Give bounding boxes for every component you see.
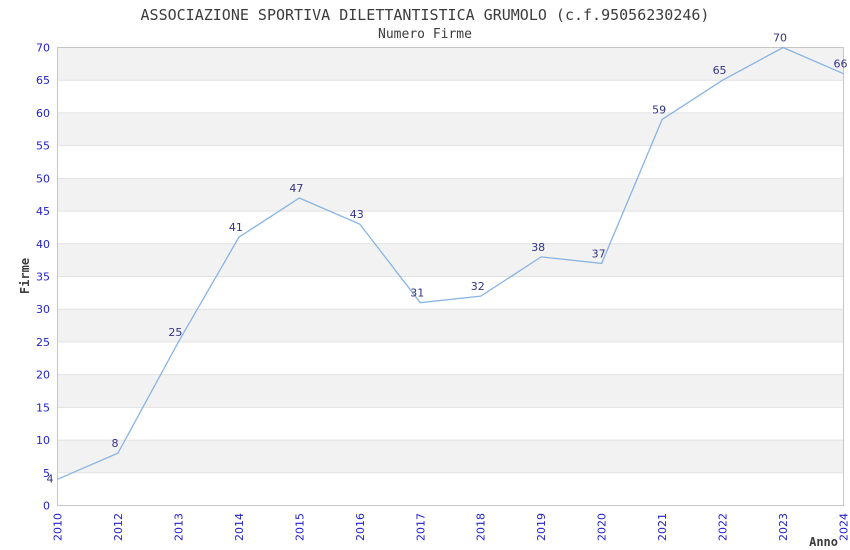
data-label: 38 (531, 241, 545, 254)
x-tick-label: 2023 (777, 513, 790, 541)
plot-band (57, 178, 844, 212)
chart-subtitle: Numero Firme (378, 27, 472, 42)
y-tick-label: 35 (36, 271, 50, 284)
x-tick-label: 2020 (596, 513, 609, 541)
data-label: 65 (713, 64, 727, 77)
data-label: 66 (834, 58, 848, 71)
y-tick-label: 0 (43, 500, 50, 513)
y-tick-label: 25 (36, 336, 50, 349)
plot-band (57, 243, 844, 277)
y-tick-label: 30 (36, 303, 50, 316)
data-labels: 4 8 25 41 47 43 31 32 38 37 59 65 70 66 (47, 32, 848, 486)
plot-band (57, 47, 844, 81)
y-tick-label: 45 (36, 205, 50, 218)
x-tick-label: 2013 (172, 513, 185, 541)
y-tick-label: 65 (36, 74, 50, 87)
plot-bands (57, 47, 844, 473)
y-axis-tick-labels: 0 5 10 15 20 25 30 35 40 45 50 55 60 65 70 (36, 42, 50, 513)
x-tick-label: 2022 (717, 513, 730, 541)
plot-band (57, 374, 844, 408)
x-tick-label: 2015 (293, 513, 306, 541)
data-label: 32 (471, 280, 485, 293)
data-label: 47 (289, 182, 303, 195)
plot-border (57, 47, 844, 506)
chart-title: ASSOCIAZIONE SPORTIVA DILETTANTISTICA GR… (140, 6, 710, 24)
x-tick-label: 2024 (838, 513, 850, 541)
gridlines (57, 79, 844, 474)
y-tick-label: 20 (36, 369, 50, 382)
plot-band (57, 112, 844, 146)
x-tick-label: 2017 (414, 513, 427, 541)
x-tick-label: 2014 (233, 513, 246, 541)
x-tick-label: 2016 (354, 513, 367, 541)
y-tick-label: 10 (36, 434, 50, 447)
data-label: 37 (592, 247, 606, 260)
y-tick-label: 55 (36, 140, 50, 153)
y-tick-label: 60 (36, 107, 50, 120)
data-label: 4 (47, 472, 54, 485)
y-tick-label: 40 (36, 238, 50, 251)
x-tick-label: 2021 (656, 513, 669, 541)
y-tick-label: 50 (36, 172, 50, 185)
y-tick-label: 15 (36, 401, 50, 414)
x-tick-label: 2012 (112, 513, 125, 541)
y-tick-label: 5 (43, 467, 50, 480)
series-line (57, 46, 844, 480)
data-label: 31 (410, 287, 424, 300)
y-axis-title: Firme (18, 258, 32, 294)
data-label: 41 (229, 221, 243, 234)
data-label: 25 (168, 326, 182, 339)
data-label: 43 (350, 208, 364, 221)
data-label: 59 (652, 103, 666, 116)
data-label: 8 (111, 437, 118, 450)
x-tick-label: 2018 (475, 513, 488, 541)
y-tick-label: 70 (36, 42, 50, 55)
x-axis-tick-labels: 2010 2012 2013 2014 2015 2016 2017 2018 2019 2020… (52, 513, 850, 541)
x-tick-label: 2019 (535, 513, 548, 541)
x-tick-label: 2010 (52, 513, 65, 541)
x-axis-title: Anno (809, 535, 838, 549)
plot-band (57, 440, 844, 473)
data-label: 70 (773, 32, 787, 45)
